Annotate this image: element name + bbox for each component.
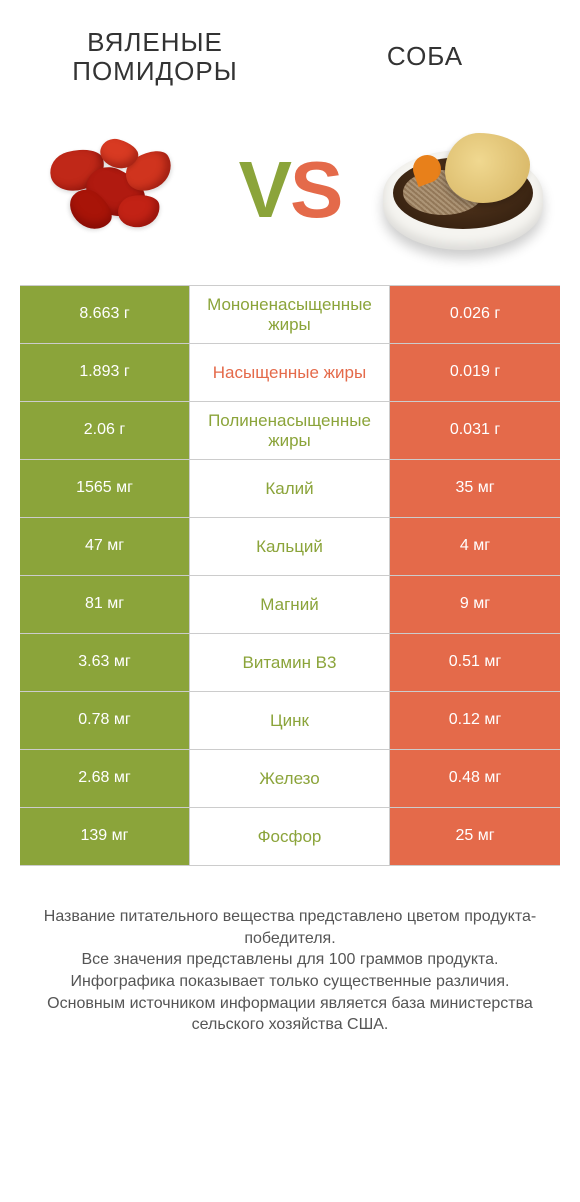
table-row: 1.893 гНасыщенные жиры0.019 г [20, 344, 560, 402]
header-left-line1: ВЯЛЕНЫЕ [20, 28, 290, 57]
table-row: 139 мгФосфор25 мг [20, 808, 560, 866]
left-value: 139 мг [20, 808, 190, 865]
table-row: 1565 мгКалий35 мг [20, 460, 560, 518]
nutrient-label: Магний [190, 576, 390, 633]
right-value: 0.51 мг [390, 634, 560, 691]
right-value: 35 мг [390, 460, 560, 517]
header-left-line2: ПОМИДОРЫ [20, 57, 290, 86]
table-row: 2.68 мгЖелезо0.48 мг [20, 750, 560, 808]
left-value: 3.63 мг [20, 634, 190, 691]
header-right: СОБА [290, 28, 560, 85]
left-value: 47 мг [20, 518, 190, 575]
nutrient-label: Полиненасыщенные жиры [190, 402, 390, 459]
header-left: ВЯЛЕНЫЕ ПОМИДОРЫ [20, 28, 290, 85]
nutrient-label: Насыщенные жиры [190, 344, 390, 401]
right-food-image [375, 115, 550, 265]
table-row: 81 мгМагний9 мг [20, 576, 560, 634]
nutrient-label: Железо [190, 750, 390, 807]
right-value: 25 мг [390, 808, 560, 865]
header-right-text: СОБА [290, 42, 560, 71]
right-value: 0.026 г [390, 286, 560, 343]
vs-label: VS [239, 150, 342, 230]
image-row: VS [30, 115, 550, 265]
table-row: 8.663 гМононенасыщенные жиры0.026 г [20, 286, 560, 344]
left-value: 81 мг [20, 576, 190, 633]
table-row: 0.78 мгЦинк0.12 мг [20, 692, 560, 750]
nutrient-label: Цинк [190, 692, 390, 749]
footer-line-4: Основным источником информации является … [22, 993, 558, 1036]
table-row: 2.06 гПолиненасыщенные жиры0.031 г [20, 402, 560, 460]
left-value: 8.663 г [20, 286, 190, 343]
nutrient-label: Калий [190, 460, 390, 517]
vs-v: V [239, 150, 290, 230]
table-row: 3.63 мгВитамин B30.51 мг [20, 634, 560, 692]
comparison-table: 8.663 гМононенасыщенные жиры0.026 г1.893… [20, 285, 560, 866]
footer-line-1: Название питательного вещества представл… [22, 906, 558, 949]
soba-illustration [375, 115, 550, 265]
nutrient-label: Мононенасыщенные жиры [190, 286, 390, 343]
right-value: 9 мг [390, 576, 560, 633]
vs-s: S [290, 150, 341, 230]
footer-line-3: Инфографика показывает только существенн… [22, 971, 558, 993]
left-value: 2.06 г [20, 402, 190, 459]
nutrient-label: Фосфор [190, 808, 390, 865]
footer-notes: Название питательного вещества представл… [22, 906, 558, 1036]
nutrient-label: Кальций [190, 518, 390, 575]
nutrient-label: Витамин B3 [190, 634, 390, 691]
left-value: 1.893 г [20, 344, 190, 401]
footer-line-2: Все значения представлены для 100 граммо… [22, 949, 558, 971]
right-value: 0.12 мг [390, 692, 560, 749]
left-value: 2.68 мг [20, 750, 190, 807]
right-value: 0.019 г [390, 344, 560, 401]
right-value: 0.48 мг [390, 750, 560, 807]
right-value: 0.031 г [390, 402, 560, 459]
left-food-image [30, 115, 205, 265]
left-value: 0.78 мг [20, 692, 190, 749]
left-value: 1565 мг [20, 460, 190, 517]
right-value: 4 мг [390, 518, 560, 575]
header-row: ВЯЛЕНЫЕ ПОМИДОРЫ СОБА [20, 28, 560, 85]
dried-tomatoes-illustration [30, 115, 205, 265]
table-row: 47 мгКальций4 мг [20, 518, 560, 576]
